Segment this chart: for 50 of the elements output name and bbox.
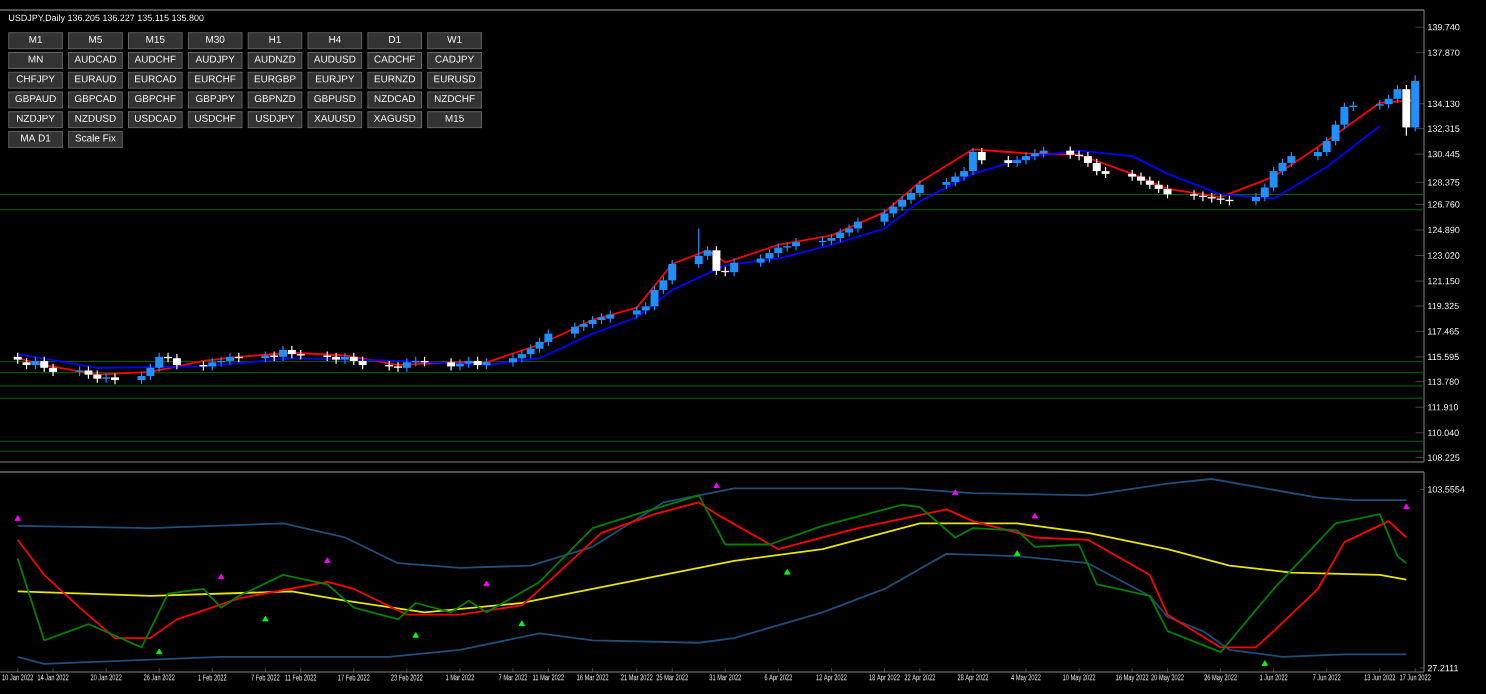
candlestick <box>1411 74 1420 133</box>
candlestick <box>1251 192 1260 206</box>
candlestick <box>394 361 402 373</box>
candlestick <box>1190 189 1199 201</box>
point <box>324 557 331 563</box>
candlestick <box>332 352 341 365</box>
candlestick <box>111 372 119 385</box>
candlestick <box>340 352 349 365</box>
candlestick <box>1128 169 1137 182</box>
candlestick <box>1269 166 1278 193</box>
point <box>262 615 269 622</box>
candlestick <box>650 285 659 312</box>
candlestick <box>845 223 854 238</box>
point <box>713 482 720 489</box>
point <box>412 632 419 638</box>
candlestick <box>968 147 977 176</box>
candlestick <box>1137 171 1145 186</box>
point <box>483 580 490 587</box>
candlestick <box>1331 120 1340 146</box>
candlestick <box>668 259 677 286</box>
candlestick <box>447 357 456 372</box>
candlestick <box>402 357 411 373</box>
point <box>784 568 791 575</box>
point <box>1261 660 1268 666</box>
point <box>156 648 163 655</box>
candlestick <box>1402 84 1411 137</box>
candlestick <box>155 352 164 373</box>
candlestick <box>225 352 234 366</box>
point <box>518 620 525 627</box>
point <box>14 515 21 521</box>
candlestick <box>960 166 969 182</box>
candlestick <box>1322 136 1331 157</box>
line-series <box>16 478 1408 569</box>
line-series <box>16 522 1408 614</box>
point <box>1031 512 1038 519</box>
candlestick <box>1022 151 1030 165</box>
candlestick <box>509 353 517 368</box>
candlestick <box>49 363 58 377</box>
candlestick <box>1340 102 1349 130</box>
candlestick <box>1313 147 1322 161</box>
candlestick <box>287 345 296 359</box>
candlestick <box>792 237 801 251</box>
point <box>217 573 225 580</box>
candlestick <box>694 227 703 269</box>
point <box>1013 550 1021 556</box>
candlestick <box>712 245 721 276</box>
point <box>1403 503 1410 510</box>
point <box>952 489 959 496</box>
candlestick <box>102 372 111 384</box>
line-series <box>16 552 1408 665</box>
